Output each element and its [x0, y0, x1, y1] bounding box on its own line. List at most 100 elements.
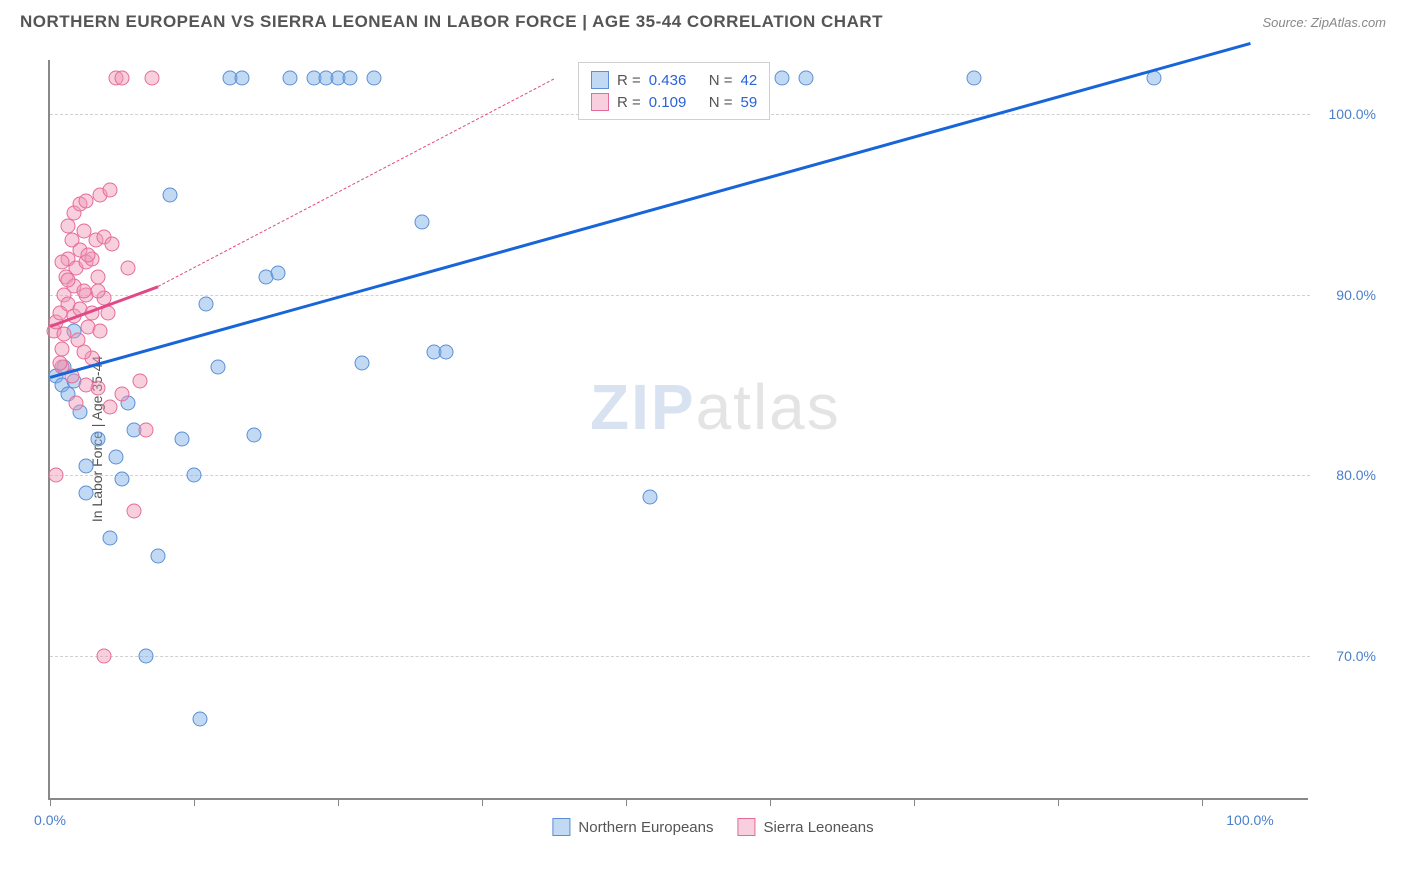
data-point — [211, 359, 226, 374]
data-point — [91, 284, 106, 299]
gridline — [50, 475, 1310, 476]
correlation-legend: R = 0.436 N = 42 R = 0.109 N = 59 — [578, 62, 770, 120]
xtick — [1058, 798, 1059, 806]
xtick — [50, 798, 51, 806]
data-point — [343, 71, 358, 86]
legend-r-label: R = — [617, 94, 641, 111]
data-point — [52, 356, 67, 371]
xtick — [626, 798, 627, 806]
data-point — [643, 489, 658, 504]
data-point — [127, 504, 142, 519]
data-point — [151, 549, 166, 564]
trend-extension — [158, 78, 554, 286]
data-point — [69, 395, 84, 410]
legend-r-value: 0.109 — [649, 94, 701, 111]
legend-item: Sierra Leoneans — [738, 818, 874, 836]
data-point — [235, 71, 250, 86]
chart-header: NORTHERN EUROPEAN VS SIERRA LEONEAN IN L… — [0, 0, 1406, 40]
chart-source: Source: ZipAtlas.com — [1262, 15, 1386, 30]
legend-r-label: R = — [617, 72, 641, 89]
chart-title: NORTHERN EUROPEAN VS SIERRA LEONEAN IN L… — [20, 12, 883, 32]
chart-container: In Labor Force | Age 35-44 ZIPatlas 70.0… — [48, 48, 1378, 830]
ytick-label: 70.0% — [1336, 648, 1376, 664]
data-point — [415, 215, 430, 230]
legend-swatch — [738, 818, 756, 836]
data-point — [355, 356, 370, 371]
data-point — [367, 71, 382, 86]
data-point — [145, 71, 160, 86]
gridline — [50, 656, 1310, 657]
data-point — [775, 71, 790, 86]
data-point — [121, 260, 136, 275]
ytick-label: 100.0% — [1329, 106, 1376, 122]
legend-n-value: 59 — [741, 94, 758, 111]
data-point — [139, 648, 154, 663]
ytick-label: 90.0% — [1336, 287, 1376, 303]
data-point — [799, 71, 814, 86]
plot-area: ZIPatlas 70.0%80.0%90.0%100.0%0.0%100.0% — [48, 60, 1308, 800]
data-point — [55, 255, 70, 270]
xtick — [194, 798, 195, 806]
watermark-atlas: atlas — [696, 371, 841, 443]
data-point — [91, 269, 106, 284]
legend-row: R = 0.109 N = 59 — [591, 91, 757, 113]
series-legend: Northern Europeans Sierra Leoneans — [552, 818, 873, 836]
data-point — [97, 648, 112, 663]
xtick-label: 0.0% — [34, 812, 66, 828]
ytick-label: 80.0% — [1336, 467, 1376, 483]
legend-item: Northern Europeans — [552, 818, 713, 836]
data-point — [133, 374, 148, 389]
legend-label: Northern Europeans — [578, 819, 713, 836]
data-point — [193, 711, 208, 726]
data-point — [199, 296, 214, 311]
data-point — [103, 182, 118, 197]
data-point — [93, 323, 108, 338]
legend-swatch — [591, 71, 609, 89]
data-point — [967, 71, 982, 86]
gridline — [50, 295, 1310, 296]
data-point — [49, 468, 64, 483]
data-point — [76, 345, 91, 360]
legend-swatch — [552, 818, 570, 836]
xtick — [338, 798, 339, 806]
data-point — [61, 273, 76, 288]
xtick — [770, 798, 771, 806]
data-point — [55, 341, 70, 356]
data-point — [247, 428, 262, 443]
xtick-label: 100.0% — [1226, 812, 1273, 828]
watermark-zip: ZIP — [590, 371, 696, 443]
data-point — [57, 327, 72, 342]
data-point — [109, 450, 124, 465]
data-point — [187, 468, 202, 483]
data-point — [271, 265, 286, 280]
data-point — [439, 345, 454, 360]
data-point — [79, 459, 94, 474]
data-point — [115, 471, 130, 486]
legend-row: R = 0.436 N = 42 — [591, 69, 757, 91]
data-point — [105, 237, 120, 252]
data-point — [91, 432, 106, 447]
legend-n-label: N = — [709, 94, 733, 111]
legend-n-label: N = — [709, 72, 733, 89]
xtick — [482, 798, 483, 806]
data-point — [115, 71, 130, 86]
xtick — [914, 798, 915, 806]
data-point — [283, 71, 298, 86]
legend-r-value: 0.436 — [649, 72, 701, 89]
data-point — [76, 284, 91, 299]
data-point — [115, 386, 130, 401]
data-point — [103, 399, 118, 414]
legend-swatch — [591, 93, 609, 111]
data-point — [79, 193, 94, 208]
data-point — [81, 247, 96, 262]
data-point — [79, 377, 94, 392]
data-point — [139, 423, 154, 438]
data-point — [163, 188, 178, 203]
data-point — [79, 486, 94, 501]
legend-label: Sierra Leoneans — [764, 819, 874, 836]
xtick — [1202, 798, 1203, 806]
data-point — [175, 432, 190, 447]
watermark: ZIPatlas — [590, 370, 841, 444]
data-point — [103, 531, 118, 546]
legend-n-value: 42 — [741, 72, 758, 89]
